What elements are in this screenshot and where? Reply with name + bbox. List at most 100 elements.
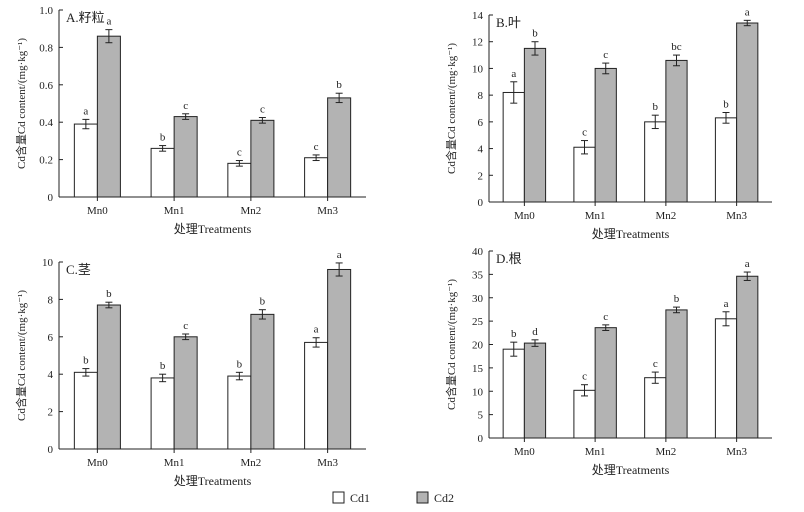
- error-bar: [651, 371, 659, 384]
- y-tick-label: 12: [472, 37, 483, 49]
- error-bar: [335, 262, 343, 277]
- panel-title: C.茎: [66, 262, 91, 277]
- bar-cd2-mn3: [327, 97, 352, 198]
- error-bar: [105, 301, 113, 309]
- y-tick-label: 30: [472, 293, 484, 305]
- x-tick-label: Mn1: [164, 457, 185, 469]
- y-tick-label: 40: [472, 246, 484, 258]
- legend-swatch-cd1: [332, 491, 345, 504]
- x-tick-label: Mn2: [240, 457, 261, 469]
- y-tick-label: 10: [472, 63, 484, 75]
- x-axis-label: 处理Treatments: [174, 474, 252, 488]
- y-tick-label: 0: [48, 192, 54, 204]
- significance-letter: c: [237, 147, 242, 159]
- y-tick-label: 25: [472, 316, 484, 328]
- x-tick-label: Mn3: [317, 205, 338, 217]
- bar-cd1-mn3: [714, 117, 738, 203]
- significance-letter: bc: [671, 41, 682, 53]
- significance-letter: b: [653, 101, 659, 113]
- error-bar: [602, 324, 610, 331]
- bar-cd2-mn2: [665, 59, 688, 203]
- x-tick-label: Mn2: [240, 205, 261, 217]
- bar-cd2-mn1: [594, 67, 617, 203]
- y-tick-label: 0: [478, 433, 484, 445]
- significance-letter: b: [674, 293, 680, 305]
- error-bar: [722, 311, 730, 327]
- error-bar: [258, 117, 266, 124]
- y-tick-label: 35: [472, 269, 484, 281]
- significance-letter: c: [603, 311, 608, 323]
- x-tick-label: Mn3: [726, 210, 747, 222]
- panel-2: 0 2 4 6 8 10 12 14 B.叶 Cd含量Cd content/(mg·kg⁻¹) 处理…: [444, 6, 772, 241]
- y-tick-label: 0.6: [39, 80, 53, 92]
- error-bar: [159, 145, 167, 152]
- x-tick-label: Mn2: [655, 446, 676, 458]
- x-axis-label: 处理Treatments: [592, 463, 670, 477]
- bar-cd2-mn3: [327, 268, 352, 450]
- significance-letter: b: [106, 288, 112, 300]
- bar-cd1-mn1: [573, 146, 596, 203]
- error-bar: [335, 92, 343, 104]
- y-axis-label: Cd含量Cd content/(mg·kg⁻¹): [444, 279, 458, 410]
- y-tick-label: 0.4: [39, 117, 53, 129]
- bar-cd2-mn1: [173, 336, 198, 450]
- error-bar: [182, 113, 190, 120]
- significance-letter: b: [237, 358, 243, 370]
- error-bar: [182, 333, 190, 341]
- y-tick-label: 6: [48, 332, 54, 344]
- significance-letter: b: [336, 79, 342, 91]
- x-tick-label: Mn0: [87, 205, 108, 217]
- legend-label-cd1: Cd1: [350, 491, 370, 505]
- y-tick-label: 2: [478, 170, 484, 182]
- bar-cd2-mn0: [96, 35, 121, 198]
- bar-cd2-mn3: [736, 275, 759, 439]
- significance-letter: a: [745, 258, 750, 270]
- x-tick-label: Mn0: [514, 446, 535, 458]
- x-tick-label: Mn1: [585, 446, 606, 458]
- error-bar: [743, 19, 751, 27]
- y-tick-label: 0.2: [39, 155, 53, 167]
- x-tick-label: Mn3: [317, 457, 338, 469]
- error-bar: [531, 339, 539, 347]
- x-tick-label: Mn0: [87, 457, 108, 469]
- error-bar: [312, 337, 320, 348]
- bar-cd2-mn3: [736, 22, 759, 203]
- panel-4: 0 5 10 15 20 25 30 35 40 D.根 Cd含量Cd content/(mg·kg…: [444, 246, 772, 477]
- bar-cd2-mn0: [523, 47, 547, 203]
- y-tick-label: 8: [478, 90, 484, 102]
- panel-1: 0 0.2 0.4 0.6 0.8 1.0 A.籽粒 Cd含量Cd content/(mg·k…: [14, 5, 366, 236]
- bar-cd2-mn1: [173, 116, 198, 198]
- bar-cd2-mn0: [523, 342, 547, 439]
- x-tick-label: Mn3: [726, 446, 747, 458]
- significance-letter: c: [582, 127, 587, 139]
- y-axis-label: Cd含量Cd content/(mg·kg⁻¹): [444, 43, 458, 174]
- significance-letter: b: [511, 328, 517, 340]
- legend-swatch-cd2: [416, 491, 429, 504]
- error-bar: [581, 384, 589, 397]
- significance-letter: a: [511, 68, 516, 80]
- significance-letter: c: [603, 49, 608, 61]
- error-bar: [82, 368, 90, 377]
- y-tick-label: 4: [478, 144, 484, 156]
- legend: Cd1 Cd2: [332, 491, 454, 505]
- significance-letter: c: [314, 141, 319, 153]
- error-bar: [602, 62, 610, 75]
- bar-cd1-mn0: [502, 348, 525, 439]
- y-tick-label: 15: [472, 363, 484, 375]
- significance-letter: b: [160, 132, 166, 144]
- panel-title: B.叶: [496, 15, 521, 30]
- bar-cd1-mn2: [644, 377, 667, 439]
- significance-letter: c: [183, 100, 188, 112]
- y-tick-label: 4: [48, 369, 54, 381]
- y-axis-label: Cd含量Cd content/(mg·kg⁻¹): [14, 290, 28, 421]
- error-bar: [159, 373, 167, 383]
- significance-letter: c: [183, 320, 188, 332]
- chart-panels: 0 0.2 0.4 0.6 0.8 1.0 A.籽粒 Cd含量Cd content/(mg·k…: [14, 5, 772, 488]
- error-bar: [258, 309, 266, 320]
- error-bar: [722, 112, 730, 124]
- error-bar: [672, 54, 680, 67]
- bar-cd1-mn0: [73, 123, 98, 198]
- x-axis-label: 处理Treatments: [592, 227, 670, 241]
- y-tick-label: 20: [472, 340, 484, 352]
